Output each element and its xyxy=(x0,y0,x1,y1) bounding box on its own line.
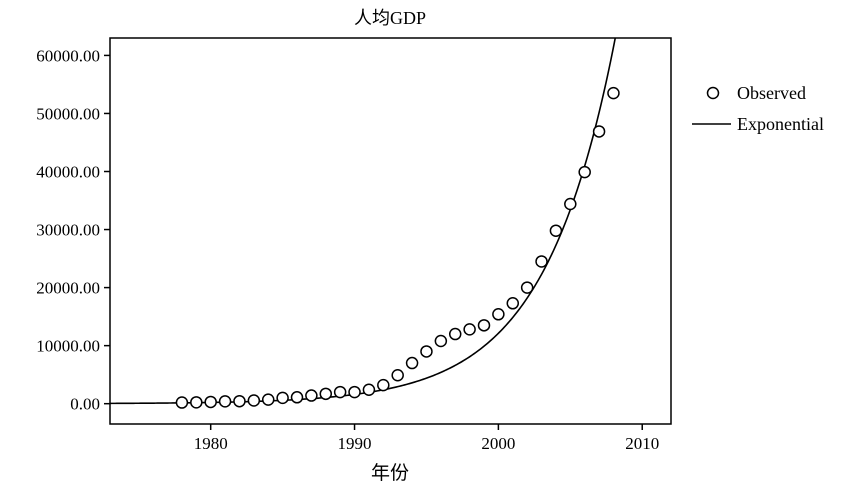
observed-point-1978 xyxy=(175,396,189,409)
observed-point-1998 xyxy=(463,323,476,336)
legend-observed-label: Observed xyxy=(737,83,806,103)
x-tick-label-2: 2000 xyxy=(481,434,515,453)
observed-point-1980 xyxy=(204,395,217,409)
x-tick-label-3: 2010 xyxy=(625,434,659,453)
series-exponential-line xyxy=(110,38,617,405)
x-tick-label-1: 1990 xyxy=(338,434,372,453)
y-tick-label-6: 60000.00 xyxy=(36,46,100,65)
observed-point-1994 xyxy=(405,356,419,370)
y-tick-label-1: 10000.00 xyxy=(36,337,100,356)
observed-point-2001 xyxy=(506,297,520,310)
chart-title: 人均GDP xyxy=(354,8,426,28)
observed-point-2003 xyxy=(535,255,548,268)
observed-point-2002 xyxy=(520,281,534,294)
observed-point-1996 xyxy=(434,334,448,348)
observed-point-2006 xyxy=(578,165,591,179)
observed-point-1982 xyxy=(233,394,246,408)
x-tick-label-0: 1980 xyxy=(194,434,228,453)
observed-point-1979 xyxy=(190,396,203,409)
observed-point-2000 xyxy=(492,308,505,321)
observed-point-2004 xyxy=(549,224,563,237)
observed-point-1989 xyxy=(333,385,347,399)
legend-observed-marker xyxy=(706,86,720,100)
y-tick-label-4: 40000.00 xyxy=(36,163,100,182)
legend: Observed Exponential xyxy=(692,83,824,134)
y-tick-label-5: 50000.00 xyxy=(36,104,100,123)
observed-point-1983 xyxy=(247,394,261,407)
plot-layer: 0.00 10000.00 20000.00 30000.00 40000.00 5000… xyxy=(36,37,672,453)
plot-frame xyxy=(109,37,672,425)
observed-point-1991 xyxy=(362,383,376,396)
observed-point-1985 xyxy=(276,391,289,405)
y-tick-label-3: 30000.00 xyxy=(36,221,100,240)
observed-point-1988 xyxy=(319,387,333,401)
observed-point-1981 xyxy=(218,395,232,408)
observed-point-1992 xyxy=(377,378,390,392)
observed-point-1986 xyxy=(290,391,304,404)
observed-point-2007 xyxy=(592,125,606,138)
observed-point-2005 xyxy=(564,197,577,211)
legend-exponential-label: Exponential xyxy=(737,114,824,134)
observed-point-1995 xyxy=(420,345,433,358)
observed-point-1999 xyxy=(477,319,491,332)
observed-point-1984 xyxy=(261,393,275,406)
observed-point-2008 xyxy=(607,86,620,100)
y-tick-label-0: 0.00 xyxy=(70,395,100,414)
x-axis-title: 年份 xyxy=(371,462,409,484)
y-tick-label-2: 20000.00 xyxy=(36,279,100,298)
observed-point-1990 xyxy=(348,385,361,399)
observed-point-1993 xyxy=(391,368,404,382)
observed-point-1987 xyxy=(305,389,318,402)
observed-point-1997 xyxy=(448,327,462,341)
